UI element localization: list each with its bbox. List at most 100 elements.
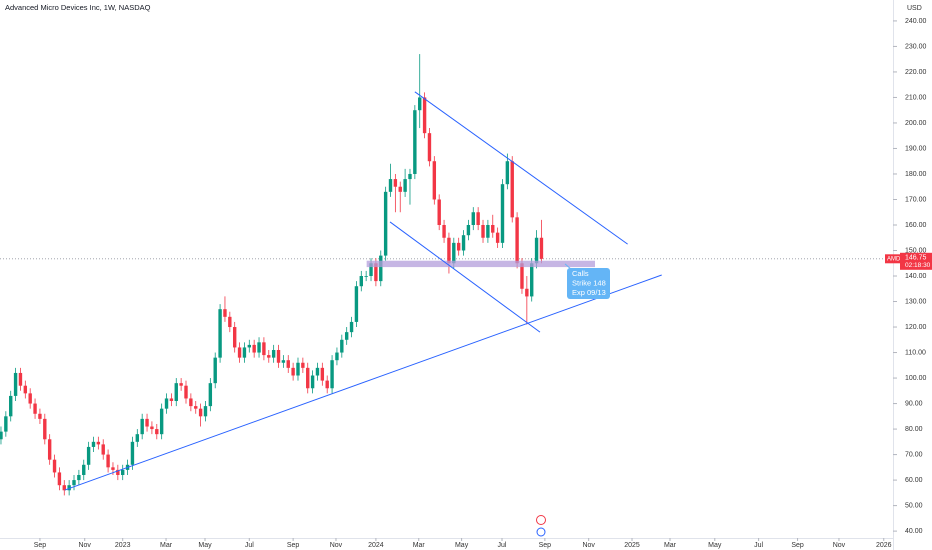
y-tick-label: 90.00	[905, 400, 923, 407]
candle-body	[476, 212, 480, 225]
candle-body	[403, 179, 407, 192]
candle-body	[13, 372, 18, 396]
candle-body	[91, 441, 96, 447]
candle-body	[325, 380, 329, 389]
candle-body	[315, 367, 320, 376]
candle-body	[383, 191, 388, 256]
price-label-box	[900, 252, 932, 270]
candle-body	[18, 372, 23, 386]
currency: USD	[907, 5, 922, 12]
countdown-label: 02:18:30	[905, 262, 931, 269]
trendline	[414, 91, 628, 245]
x-tick-label: 2024	[368, 542, 384, 549]
candle-body	[510, 161, 514, 218]
candle-body	[203, 406, 208, 417]
x-tick-label: Jul	[754, 542, 763, 549]
candle-body	[145, 418, 149, 427]
candle-body	[0, 431, 3, 440]
y-tick-label: 140.00	[905, 273, 927, 280]
x-tick-label: Sep	[791, 542, 804, 549]
candle-body	[354, 286, 359, 322]
x-tick-label: Nov	[833, 542, 846, 549]
candle-body	[43, 418, 47, 440]
candle-body	[281, 360, 286, 363]
candle-body	[471, 212, 475, 225]
candle-body	[72, 480, 76, 486]
candle-body	[228, 316, 232, 328]
x-tick-label: May	[198, 542, 212, 549]
candle-body	[530, 263, 534, 297]
y-tick-label: 240.00	[905, 18, 927, 25]
x-tick-label: 2026	[876, 542, 892, 549]
candle-body	[232, 327, 237, 348]
event-icon[interactable]	[536, 515, 546, 525]
candle-body	[344, 332, 349, 340]
candle-body	[296, 362, 300, 376]
candle-body	[67, 485, 71, 491]
candle-body	[106, 454, 110, 468]
candle-body	[198, 408, 203, 417]
symbol-label-box	[885, 254, 900, 264]
candle-body	[52, 459, 57, 473]
candle-body	[57, 472, 62, 486]
candle-body	[82, 464, 86, 475]
candle-body	[164, 398, 169, 409]
y-tick-label: 80.00	[905, 426, 923, 433]
y-tick-label: 110.00	[905, 349, 926, 356]
candle-body	[374, 263, 378, 282]
candle-body	[194, 406, 198, 409]
candle-body	[495, 232, 500, 243]
candle-body	[291, 367, 295, 376]
candle-body	[47, 439, 52, 460]
candle-body	[301, 362, 305, 368]
candle-body	[461, 235, 466, 251]
candle-body	[257, 342, 261, 353]
y-tick-label: 200.00	[905, 120, 927, 127]
candle-body	[520, 263, 524, 289]
candle-body	[33, 403, 37, 414]
event-icon[interactable]	[536, 527, 546, 537]
candle-body	[150, 426, 154, 430]
candle-body	[393, 179, 398, 187]
y-tick-label: 150.00	[905, 247, 927, 254]
y-tick-label: 70.00	[905, 451, 923, 458]
candle-body	[534, 237, 539, 264]
candle-body	[418, 97, 422, 111]
y-tick-label: 160.00	[905, 222, 927, 229]
candle-body	[28, 393, 32, 404]
candle-body	[242, 347, 247, 358]
candle-body	[447, 237, 451, 264]
zone	[366, 260, 596, 268]
candle-body	[262, 342, 266, 356]
candle-body	[208, 383, 213, 407]
candle-body	[500, 184, 505, 243]
candle-body	[116, 469, 120, 475]
candle-body	[38, 413, 42, 419]
y-tick-label: 120.00	[905, 324, 927, 331]
candle-body	[169, 398, 174, 402]
y-tick-label: 40.00	[905, 528, 923, 535]
callout-text: Calls	[572, 269, 589, 278]
candle-body	[456, 242, 461, 251]
candle-body	[515, 217, 519, 264]
candle-body	[442, 224, 446, 238]
candle-body	[398, 186, 402, 192]
y-tick-label: 180.00	[905, 171, 927, 178]
candle-body	[505, 161, 510, 185]
x-tick-label: Nov	[330, 542, 343, 549]
chart-title: Advanced Micro Devices Inc, 1W, NASDAQ	[5, 3, 151, 12]
callout-box	[567, 268, 610, 299]
candle-body	[111, 467, 115, 470]
candle-body	[330, 360, 334, 389]
candle-body	[247, 344, 251, 348]
x-tick-label: Jul	[498, 542, 507, 549]
candle-body	[159, 408, 164, 435]
y-tick-label: 50.00	[905, 502, 923, 509]
candle-body	[9, 395, 13, 417]
candle-body	[86, 446, 91, 465]
candle-body	[388, 179, 393, 192]
candle-body	[306, 367, 310, 389]
candle-body	[101, 444, 105, 455]
